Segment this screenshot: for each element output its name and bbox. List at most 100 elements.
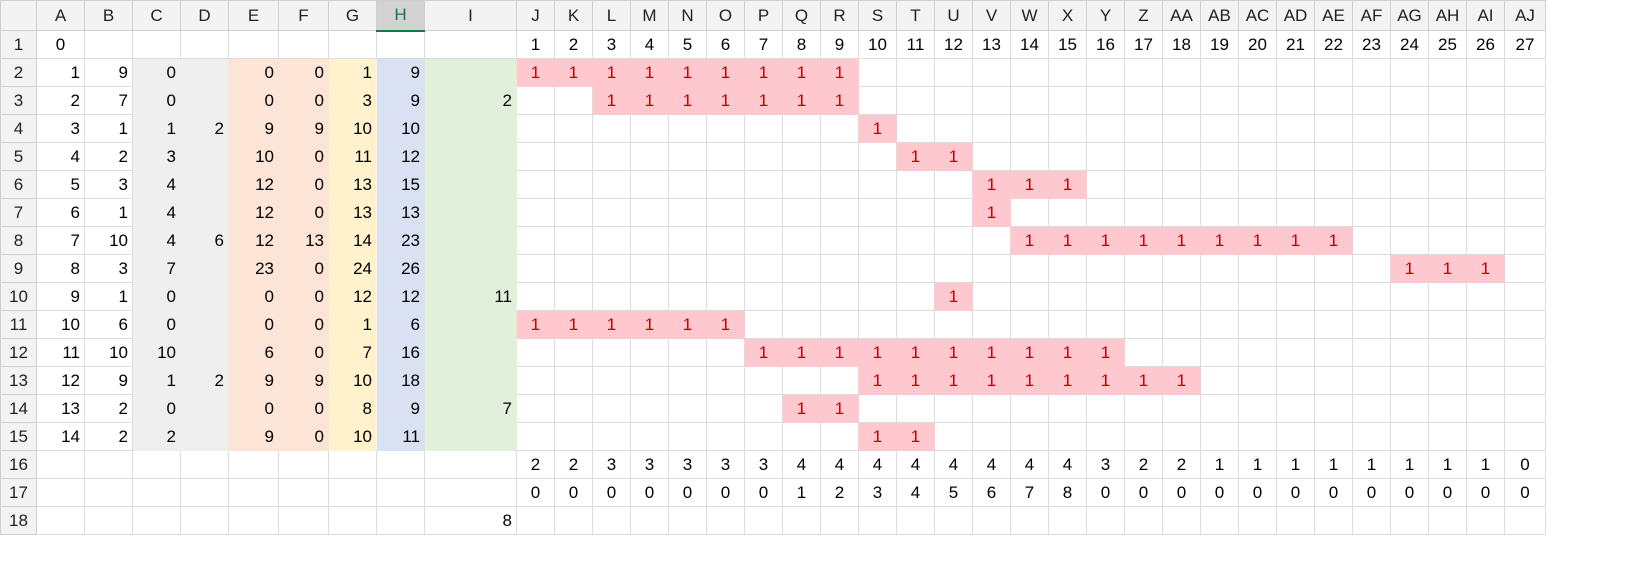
cell-aj3[interactable] xyxy=(1504,86,1546,115)
cell-n10[interactable] xyxy=(668,282,707,311)
cell-w5[interactable] xyxy=(1010,142,1049,171)
cell-h11[interactable]: 6 xyxy=(376,310,425,339)
cell-af2[interactable] xyxy=(1352,58,1391,87)
cell-m5[interactable] xyxy=(630,142,669,171)
cell-u4[interactable] xyxy=(934,114,973,143)
cell-v1[interactable]: 13 xyxy=(972,30,1011,59)
cell-t14[interactable] xyxy=(896,394,935,423)
cell-q12[interactable]: 1 xyxy=(782,338,821,367)
cell-z10[interactable] xyxy=(1124,282,1163,311)
cell-j4[interactable] xyxy=(516,114,555,143)
column-header-af[interactable]: AF xyxy=(1352,0,1391,31)
cell-ah13[interactable] xyxy=(1428,366,1467,395)
cell-j3[interactable] xyxy=(516,86,555,115)
cell-aa5[interactable] xyxy=(1162,142,1201,171)
cell-t2[interactable] xyxy=(896,58,935,87)
cell-k17[interactable]: 0 xyxy=(554,478,593,507)
column-header-a[interactable]: A xyxy=(36,0,85,31)
cell-a10[interactable]: 9 xyxy=(36,282,85,311)
cell-e10[interactable]: 0 xyxy=(228,282,279,311)
cell-p5[interactable] xyxy=(744,142,783,171)
cell-v10[interactable] xyxy=(972,282,1011,311)
cell-m15[interactable] xyxy=(630,422,669,451)
cell-ag11[interactable] xyxy=(1390,310,1429,339)
cell-i11[interactable] xyxy=(424,310,517,339)
cell-ad15[interactable] xyxy=(1276,422,1315,451)
cell-e1[interactable] xyxy=(228,30,279,59)
cell-b15[interactable]: 2 xyxy=(84,422,133,451)
cell-m11[interactable]: 1 xyxy=(630,310,669,339)
cell-g3[interactable]: 3 xyxy=(328,86,377,115)
cell-h1[interactable] xyxy=(376,30,425,59)
column-header-m[interactable]: M xyxy=(630,0,669,31)
cell-g2[interactable]: 1 xyxy=(328,58,377,87)
cell-m6[interactable] xyxy=(630,170,669,199)
cell-o4[interactable] xyxy=(706,114,745,143)
row-header[interactable]: 2 xyxy=(0,58,37,87)
cell-ae16[interactable]: 1 xyxy=(1314,450,1353,479)
cell-t3[interactable] xyxy=(896,86,935,115)
cell-v9[interactable] xyxy=(972,254,1011,283)
cell-f12[interactable]: 0 xyxy=(278,338,329,367)
cell-y15[interactable] xyxy=(1086,422,1125,451)
cell-t16[interactable]: 4 xyxy=(896,450,935,479)
cell-s18[interactable] xyxy=(858,506,897,535)
cell-ai14[interactable] xyxy=(1466,394,1505,423)
cell-v11[interactable] xyxy=(972,310,1011,339)
cell-g8[interactable]: 14 xyxy=(328,226,377,255)
cell-a2[interactable]: 1 xyxy=(36,58,85,87)
cell-ai12[interactable] xyxy=(1466,338,1505,367)
cell-ag3[interactable] xyxy=(1390,86,1429,115)
cell-ab7[interactable] xyxy=(1200,198,1239,227)
cell-ac9[interactable] xyxy=(1238,254,1277,283)
column-header-x[interactable]: X xyxy=(1048,0,1087,31)
cell-y9[interactable] xyxy=(1086,254,1125,283)
cell-v6[interactable]: 1 xyxy=(972,170,1011,199)
cell-n15[interactable] xyxy=(668,422,707,451)
cell-ab12[interactable] xyxy=(1200,338,1239,367)
row-header[interactable]: 10 xyxy=(0,282,37,311)
cell-x13[interactable]: 1 xyxy=(1048,366,1087,395)
cell-t9[interactable] xyxy=(896,254,935,283)
cell-t12[interactable]: 1 xyxy=(896,338,935,367)
cell-h4[interactable]: 10 xyxy=(376,114,425,143)
cell-ac7[interactable] xyxy=(1238,198,1277,227)
cell-o10[interactable] xyxy=(706,282,745,311)
cell-u8[interactable] xyxy=(934,226,973,255)
cell-ab3[interactable] xyxy=(1200,86,1239,115)
cell-y3[interactable] xyxy=(1086,86,1125,115)
cell-aj14[interactable] xyxy=(1504,394,1546,423)
cell-w12[interactable]: 1 xyxy=(1010,338,1049,367)
cell-p3[interactable]: 1 xyxy=(744,86,783,115)
cell-ai1[interactable]: 26 xyxy=(1466,30,1505,59)
cell-ac3[interactable] xyxy=(1238,86,1277,115)
cell-ae7[interactable] xyxy=(1314,198,1353,227)
cell-z3[interactable] xyxy=(1124,86,1163,115)
cell-k2[interactable]: 1 xyxy=(554,58,593,87)
cell-ah5[interactable] xyxy=(1428,142,1467,171)
cell-ae10[interactable] xyxy=(1314,282,1353,311)
cell-l5[interactable] xyxy=(592,142,631,171)
column-header-f[interactable]: F xyxy=(278,0,329,31)
column-header-ad[interactable]: AD xyxy=(1276,0,1315,31)
cell-d4[interactable]: 2 xyxy=(180,114,229,143)
cell-ah2[interactable] xyxy=(1428,58,1467,87)
cell-s12[interactable]: 1 xyxy=(858,338,897,367)
cell-t11[interactable] xyxy=(896,310,935,339)
cell-j1[interactable]: 1 xyxy=(516,30,555,59)
cell-x15[interactable] xyxy=(1048,422,1087,451)
cell-i16[interactable] xyxy=(424,450,517,479)
cell-k14[interactable] xyxy=(554,394,593,423)
cell-aj1[interactable]: 27 xyxy=(1504,30,1546,59)
cell-k8[interactable] xyxy=(554,226,593,255)
cell-g5[interactable]: 11 xyxy=(328,142,377,171)
cell-j17[interactable]: 0 xyxy=(516,478,555,507)
cell-h14[interactable]: 9 xyxy=(376,394,425,423)
cell-a14[interactable]: 13 xyxy=(36,394,85,423)
column-header-v[interactable]: V xyxy=(972,0,1011,31)
cell-e12[interactable]: 6 xyxy=(228,338,279,367)
cell-l9[interactable] xyxy=(592,254,631,283)
cell-ab6[interactable] xyxy=(1200,170,1239,199)
cell-i4[interactable] xyxy=(424,114,517,143)
cell-s11[interactable] xyxy=(858,310,897,339)
